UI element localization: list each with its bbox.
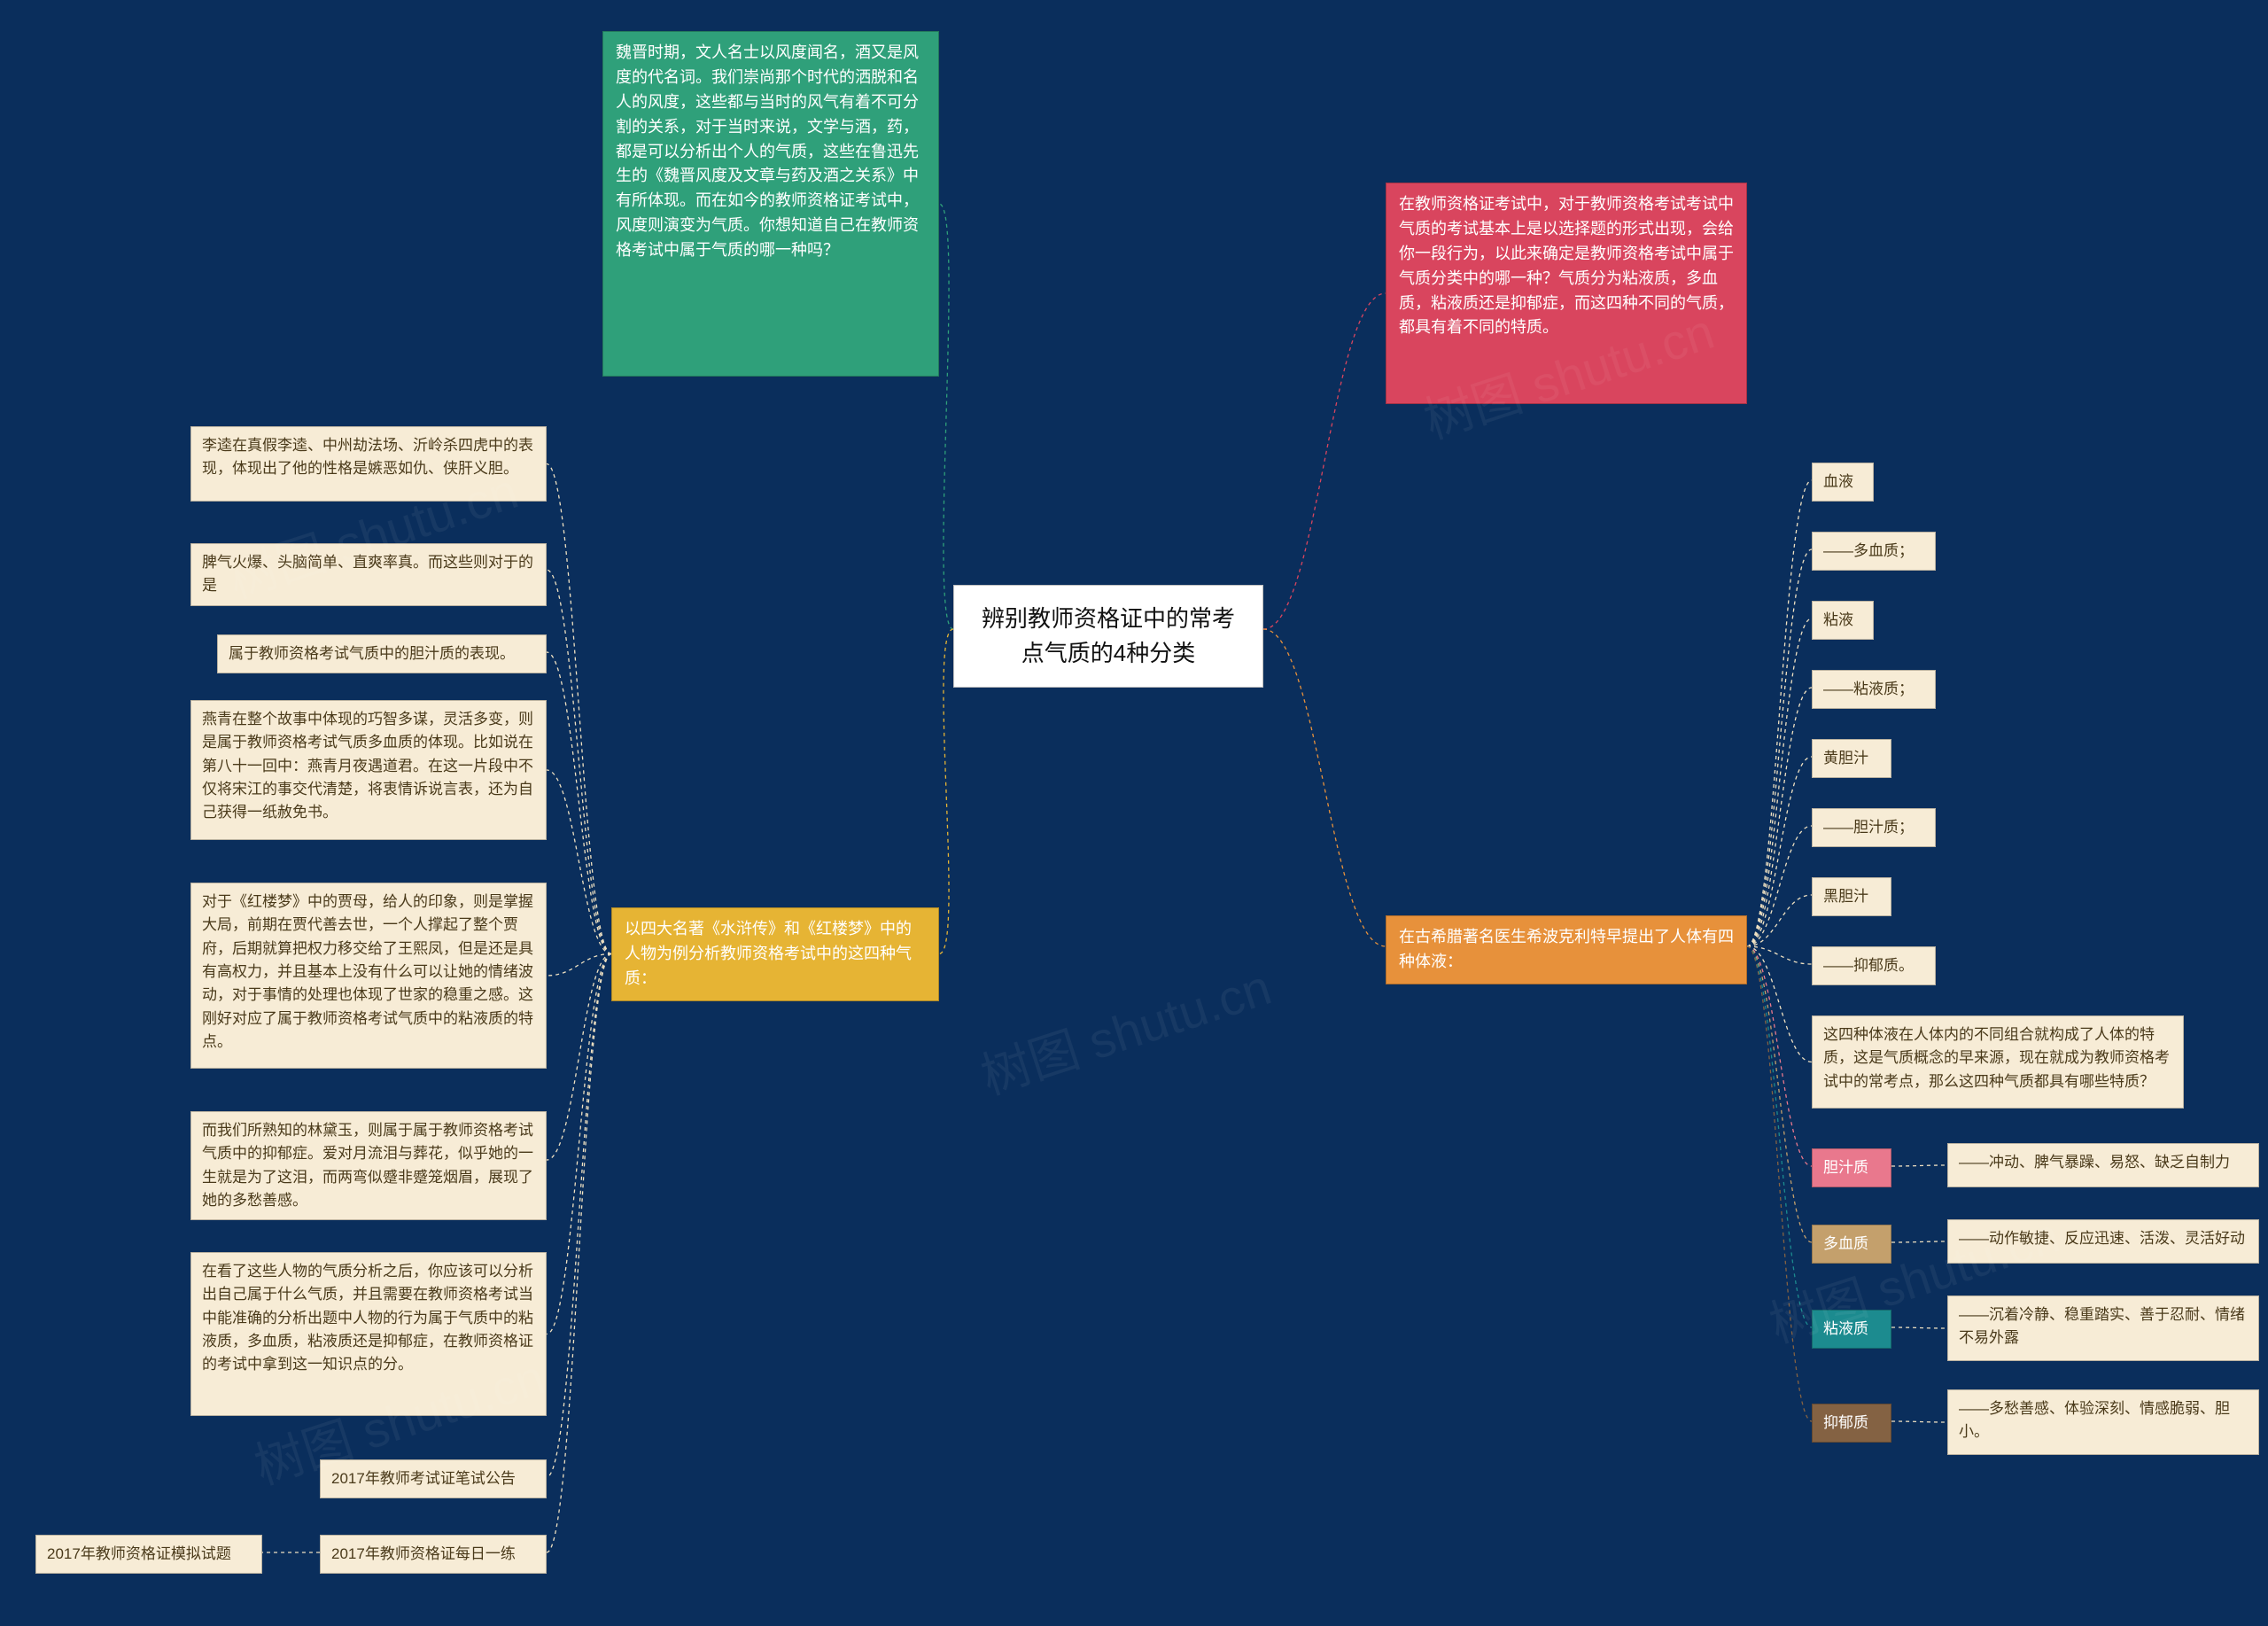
node-L10: 2017年教师资格证模拟试题 xyxy=(35,1535,262,1574)
node-L7: 在看了这些人物的气质分析之后，你应该可以分析出自己属于什么气质，并且需要在教师资… xyxy=(190,1252,547,1416)
node-p1d: ——冲动、脾气暴躁、易怒、缺乏自制力 xyxy=(1947,1143,2259,1187)
node-l6: ——胆汁质； xyxy=(1812,808,1936,847)
node-p1: 胆汁质 xyxy=(1812,1148,1891,1187)
node-l3: 粘液 xyxy=(1812,601,1874,640)
node-l8: ——抑郁质。 xyxy=(1812,946,1936,985)
node-p4: 抑郁质 xyxy=(1812,1404,1891,1443)
node-L2: 脾气火爆、头脑简单、直爽率真。而这些则对于的是 xyxy=(190,543,547,606)
node-p4d: ——多愁善感、体验深刻、情感脆弱、胆小。 xyxy=(1947,1389,2259,1455)
node-L6: 而我们所熟知的林黛玉，则属于属于教师资格考试气质中的抑郁症。爱对月流泪与葬花，似… xyxy=(190,1111,547,1220)
node-L4: 燕青在整个故事中体现的巧智多谋，灵活多变，则是属于教师资格考试气质多血质的体现。… xyxy=(190,700,547,840)
node-p3: 粘液质 xyxy=(1812,1310,1891,1349)
node-p2: 多血质 xyxy=(1812,1225,1891,1264)
node-b2: 在古希腊著名医生希波克利特早提出了人体有四种体液： xyxy=(1386,915,1747,984)
node-p3d: ——沉着冷静、稳重踏实、善于忍耐、情绪不易外露 xyxy=(1947,1295,2259,1361)
node-L8: 2017年教师考试证笔试公告 xyxy=(320,1459,547,1498)
node-L5: 对于《红楼梦》中的贾母，给人的印象，则是掌握大局，前期在贾代善去世，一个人撑起了… xyxy=(190,883,547,1069)
node-L1: 李逵在真假李逵、中州劫法场、沂岭杀四虎中的表现，体现出了他的性格是嫉恶如仇、侠肝… xyxy=(190,426,547,502)
node-l2: ——多血质； xyxy=(1812,532,1936,571)
node-l9: 这四种体液在人体内的不同组合就构成了人体的特质，这是气质概念的早来源，现在就成为… xyxy=(1812,1015,2184,1109)
node-g1: 魏晋时期，文人名士以风度闻名，酒又是风度的代名词。我们崇尚那个时代的洒脱和名人的… xyxy=(602,31,939,377)
node-b1: 在教师资格证考试中，对于教师资格考试考试中气质的考试基本上是以选择题的形式出现，… xyxy=(1386,183,1747,404)
node-L9: 2017年教师资格证每日一练 xyxy=(320,1535,547,1574)
node-y1: 以四大名著《水浒传》和《红楼梦》中的人物为例分析教师资格考试中的这四种气质： xyxy=(611,907,939,1001)
node-l4: ——粘液质； xyxy=(1812,670,1936,709)
node-L3: 属于教师资格考试气质中的胆汁质的表现。 xyxy=(217,634,547,673)
node-l1: 血液 xyxy=(1812,463,1874,502)
node-l5: 黄胆汁 xyxy=(1812,739,1891,778)
watermark: 树图 shutu.cn xyxy=(971,948,1279,1109)
node-p2d: ——动作敏捷、反应迅速、活泼、灵活好动 xyxy=(1947,1219,2259,1264)
node-l7: 黑胆汁 xyxy=(1812,877,1891,916)
center-topic: 辨别教师资格证中的常考 点气质的4种分类 xyxy=(953,585,1263,688)
